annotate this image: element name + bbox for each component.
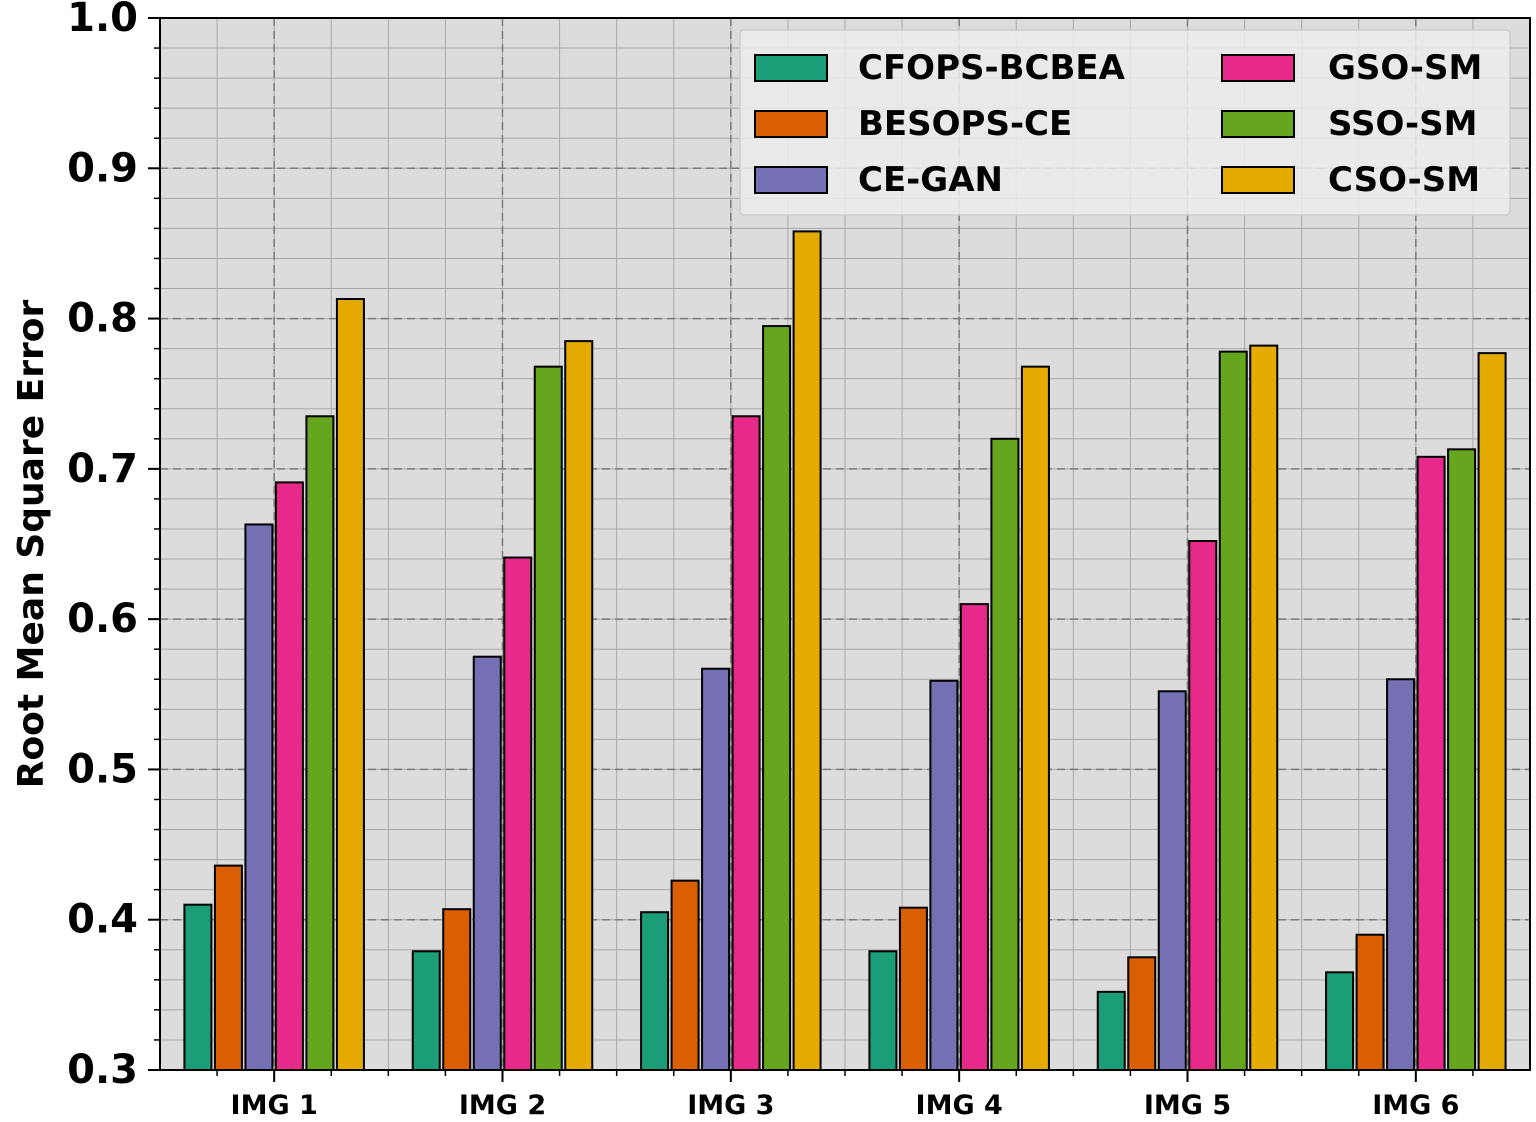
bar: [731, 415, 761, 1071]
bar: [640, 911, 670, 1072]
x-tick-label: IMG 1: [231, 1090, 318, 1121]
y-axis-label: Root Mean Square Error: [11, 299, 52, 788]
bar: [1218, 350, 1248, 1071]
x-tick-label: IMG 4: [916, 1090, 1003, 1121]
bar: [1416, 455, 1446, 1071]
bar: [670, 879, 700, 1072]
bar: [213, 864, 243, 1072]
legend-label: GSO-SM: [1328, 48, 1482, 88]
bar: [990, 437, 1020, 1071]
legend-label: CE-GAN: [858, 160, 1003, 200]
bar: [701, 667, 731, 1071]
legend: CFOPS-BCBEA BESOPS-CE CE-GAN GSO-SM SSO-SM CS…: [739, 29, 1511, 216]
x-axis: IMG 1 IMG 2 IMG 3 IMG 4 IMG 5 IMG 6: [216, 1070, 1474, 1121]
bar: [1477, 352, 1507, 1071]
y-tick-label: 0.5: [67, 746, 138, 792]
bar: [244, 523, 274, 1071]
bar: [959, 603, 989, 1071]
y-tick-label: 0.4: [67, 897, 138, 943]
bar: [305, 415, 335, 1071]
bar: [533, 365, 563, 1072]
bar: [929, 679, 959, 1071]
bar: [1020, 365, 1050, 1072]
y-tick-label: 0.7: [67, 446, 138, 492]
legend-label: SSO-SM: [1328, 104, 1477, 144]
y-tick-label: 0.8: [67, 296, 138, 342]
y-tick-label: 0.3: [67, 1047, 138, 1093]
bar: [1386, 678, 1416, 1071]
legend-swatch: [754, 166, 828, 194]
x-tick-label: IMG 5: [1144, 1090, 1231, 1121]
bar: [1157, 690, 1187, 1072]
bar: [472, 655, 502, 1071]
bar: [335, 298, 365, 1071]
legend-swatch: [1221, 110, 1295, 138]
bar: [1249, 344, 1279, 1071]
bar: [898, 906, 928, 1071]
y-tick-label: 1.0: [67, 0, 138, 41]
bar: [442, 908, 472, 1071]
legend-label: CSO-SM: [1328, 160, 1480, 200]
legend-swatch: [1221, 166, 1295, 194]
bar: [792, 230, 822, 1072]
legend-label: CFOPS-BCBEA: [858, 48, 1126, 88]
legend-swatch: [754, 54, 828, 82]
bar: [1188, 539, 1218, 1071]
bar: [1096, 990, 1126, 1072]
bar: [1325, 971, 1355, 1071]
bars: [183, 230, 1507, 1072]
bar: [503, 556, 533, 1071]
legend-swatch: [754, 110, 828, 138]
bar: [274, 481, 304, 1071]
bar: [183, 903, 213, 1072]
bar: [868, 950, 898, 1072]
y-tick-label: 0.9: [67, 145, 138, 191]
y-axis: 0.3 0.4 0.5 0.6 0.7 0.8 0.9 1.0: [67, 0, 160, 1093]
legend-box: [739, 29, 1511, 216]
x-tick-label: IMG 3: [687, 1090, 774, 1121]
bar: [1447, 448, 1477, 1071]
x-tick-label: IMG 2: [459, 1090, 546, 1121]
bar: [1355, 933, 1385, 1071]
bar: [1127, 956, 1157, 1071]
legend-swatch: [1221, 54, 1295, 82]
bar: [411, 950, 441, 1072]
bar: [762, 325, 792, 1072]
legend-label: BESOPS-CE: [858, 104, 1072, 144]
bar: [564, 340, 594, 1072]
x-tick-label: IMG 6: [1372, 1090, 1459, 1121]
y-tick-label: 0.6: [67, 596, 138, 642]
